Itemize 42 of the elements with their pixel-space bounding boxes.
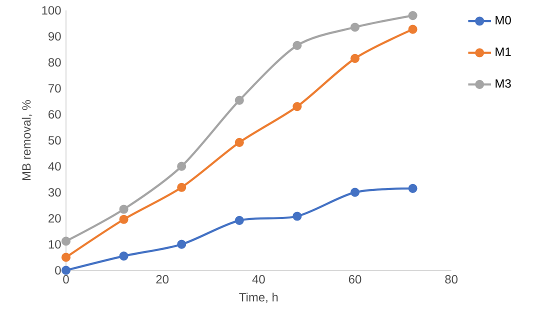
legend-label: M3 bbox=[496, 79, 511, 88]
x-tick-label: 80 bbox=[445, 275, 458, 284]
point bbox=[61, 266, 71, 275]
legend-label: M0 bbox=[496, 16, 511, 24]
x-tick-label: 60 bbox=[348, 275, 362, 284]
point bbox=[61, 252, 71, 262]
point bbox=[234, 138, 244, 147]
point bbox=[292, 40, 302, 50]
x-tick-label: 40 bbox=[252, 275, 265, 284]
y-tick-label: 0 bbox=[55, 266, 61, 275]
y-tick-label: 60 bbox=[48, 110, 61, 119]
y-tick-label: 90 bbox=[48, 32, 61, 41]
y-tick-label: 30 bbox=[48, 188, 61, 197]
point bbox=[234, 216, 244, 225]
x-axis-title: Time, h bbox=[239, 292, 278, 303]
point bbox=[119, 214, 128, 224]
point bbox=[119, 252, 128, 261]
point bbox=[177, 162, 186, 171]
y-axis-title: MB removal, % bbox=[22, 100, 32, 180]
point bbox=[408, 24, 418, 34]
point bbox=[408, 10, 418, 20]
point bbox=[350, 54, 360, 63]
point bbox=[408, 184, 418, 193]
x-tick-label: 0 bbox=[63, 275, 69, 284]
y-tick-label: 50 bbox=[48, 136, 61, 145]
point bbox=[61, 236, 71, 246]
y-tick-label: 40 bbox=[48, 162, 61, 171]
y-tick-label: 80 bbox=[48, 58, 61, 67]
point bbox=[292, 102, 302, 112]
point bbox=[177, 240, 186, 249]
y-tick-label: 20 bbox=[48, 214, 61, 223]
point bbox=[177, 182, 186, 192]
point bbox=[119, 204, 128, 214]
point bbox=[234, 96, 244, 105]
y-tick-label: 10 bbox=[48, 240, 61, 249]
point bbox=[350, 188, 360, 197]
point bbox=[292, 212, 302, 221]
legend-label: M1 bbox=[496, 48, 511, 56]
y-tick-label: 100 bbox=[42, 6, 61, 15]
point bbox=[350, 22, 360, 32]
x-tick-label: 20 bbox=[156, 275, 169, 284]
y-tick-label: 70 bbox=[48, 84, 61, 93]
